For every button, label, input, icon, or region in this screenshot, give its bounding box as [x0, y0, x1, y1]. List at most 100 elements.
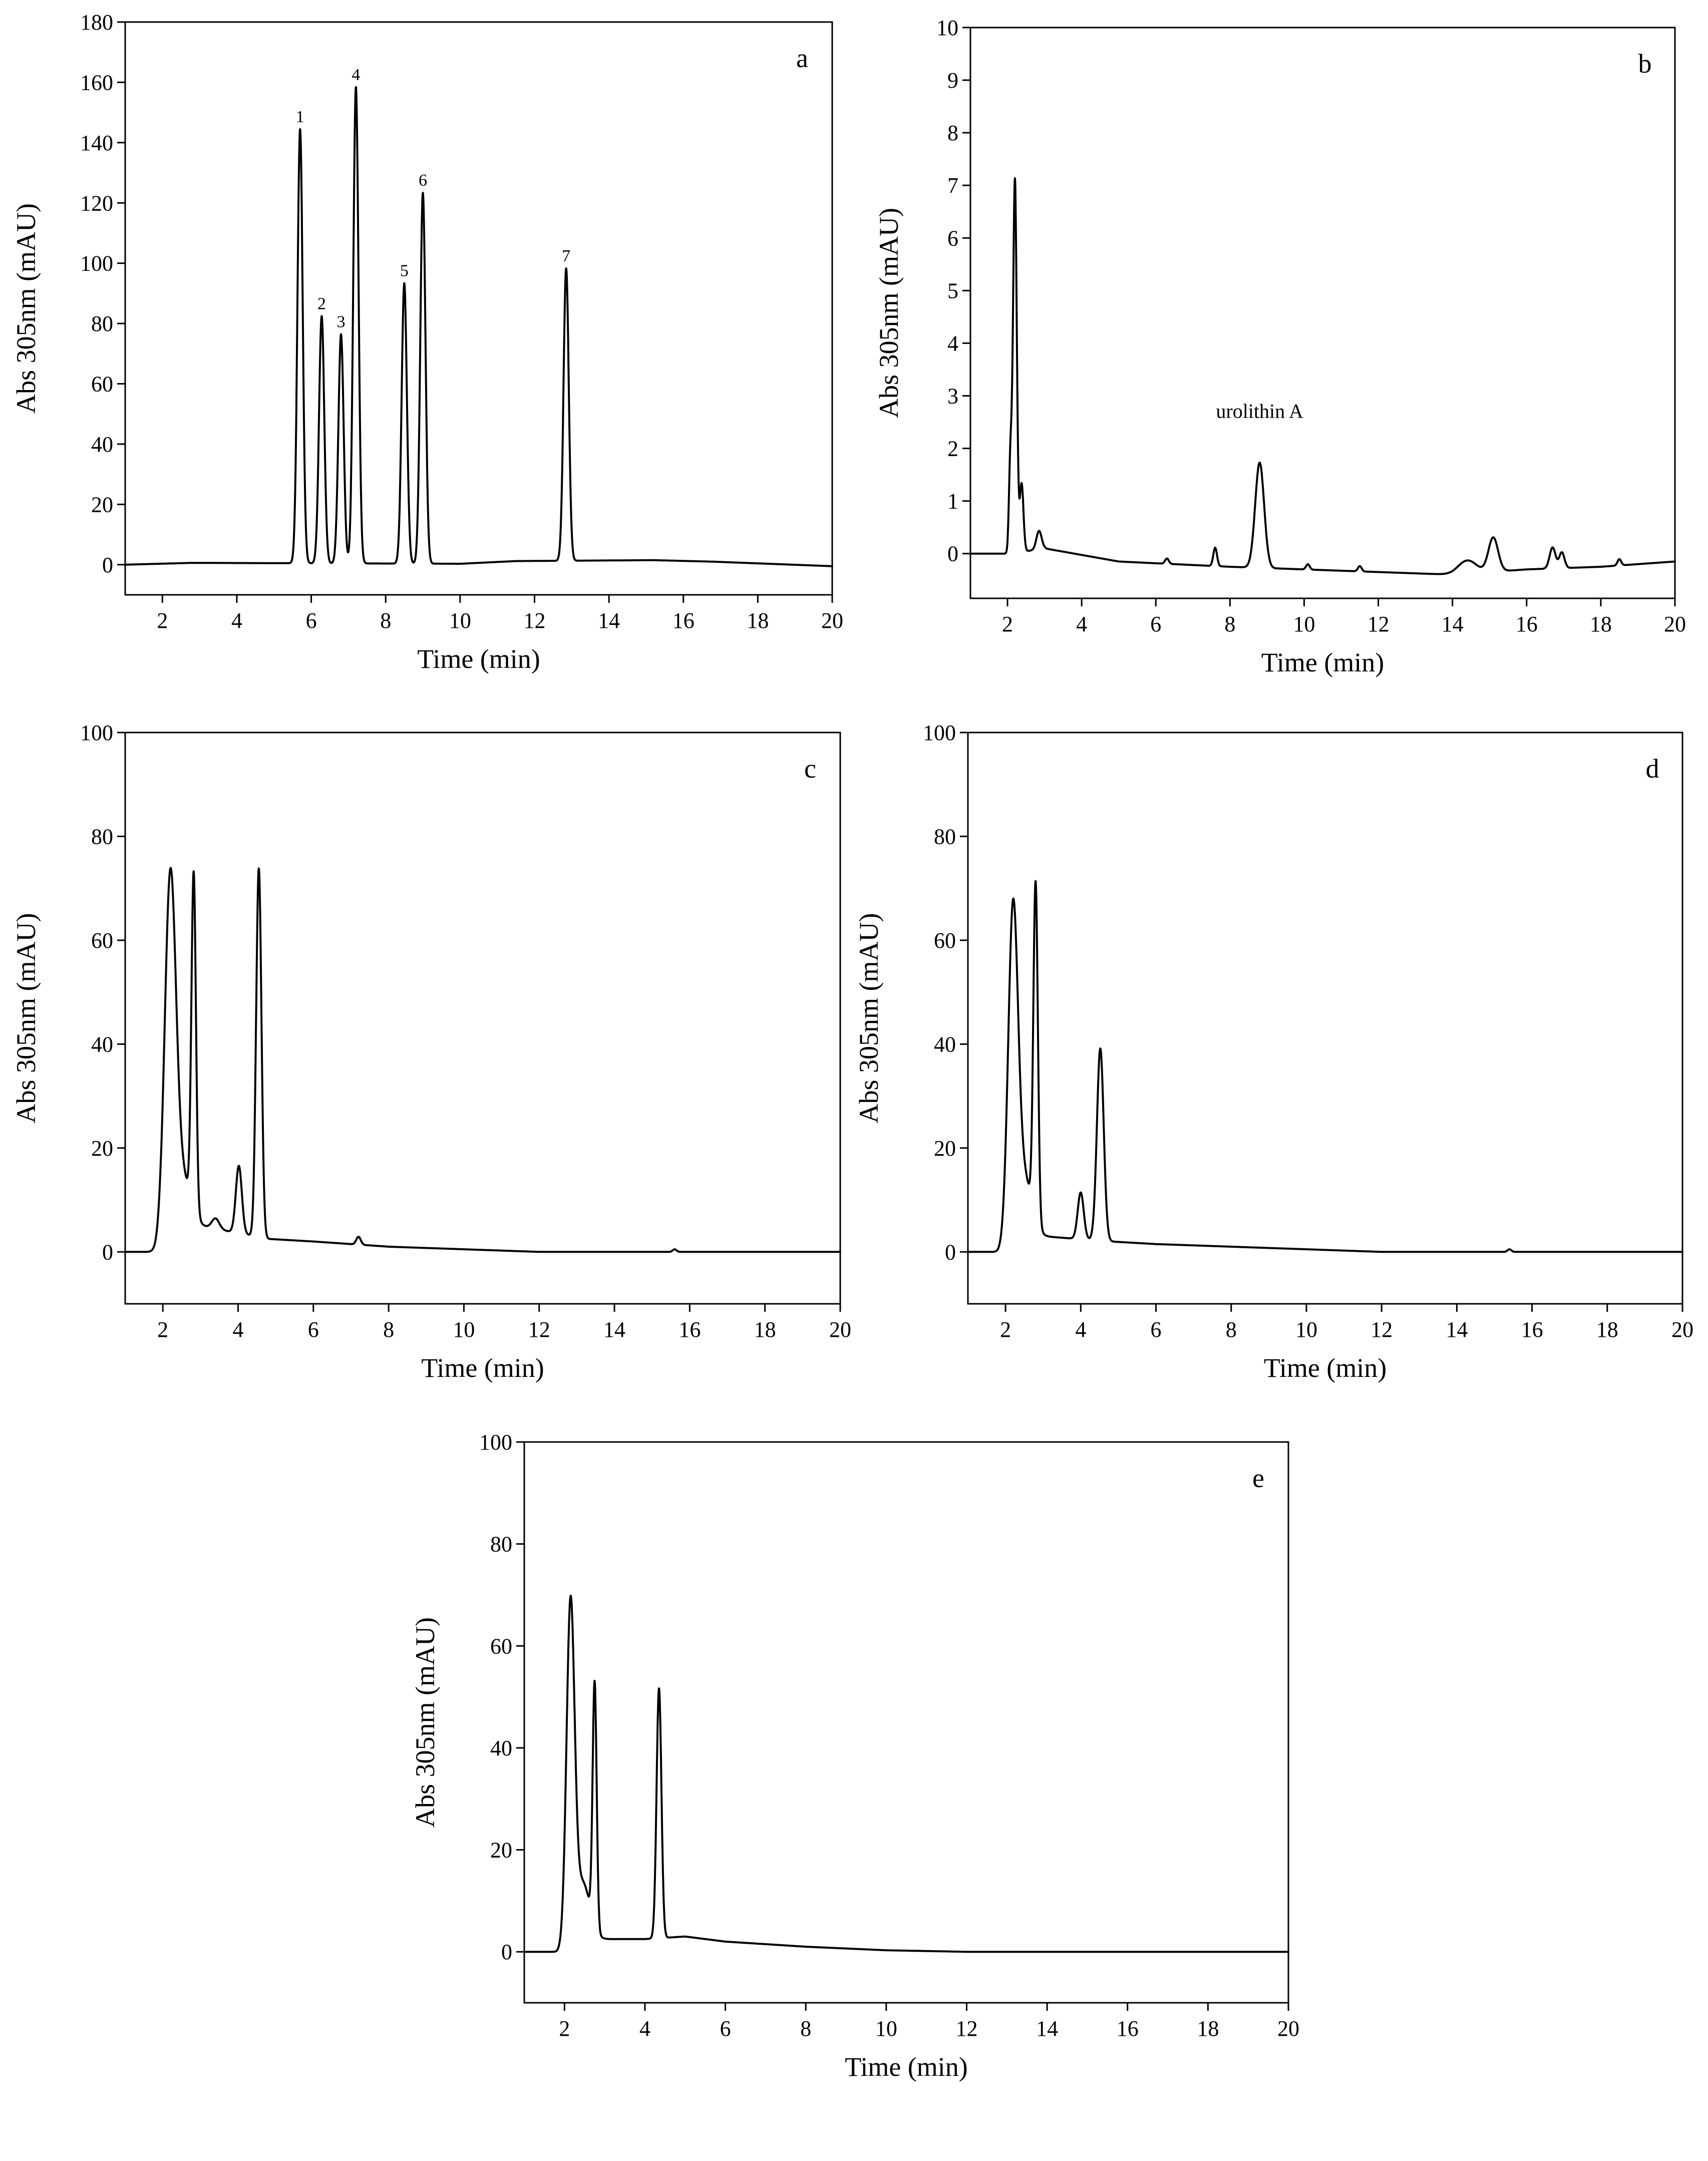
- x-tick-label: 4: [231, 608, 242, 633]
- y-tick-label: 60: [934, 928, 956, 953]
- x-tick-label: 18: [754, 1317, 776, 1342]
- x-tick-label: 18: [1197, 2016, 1219, 2041]
- chart-panel-e: 2 4 6 8 10 12 14 16 18 20 0 20 40 60 80 100 Time (min) Ab…: [410, 1430, 1299, 2082]
- x-tick-label: 16: [672, 608, 695, 633]
- y-tick-label: 20: [934, 1136, 956, 1161]
- x-tick-label: 10: [875, 2016, 897, 2041]
- plot-frame: [967, 732, 1683, 1305]
- y-tick-label: 40: [91, 1032, 113, 1056]
- y-axis-label: Abs 305nm (mAU): [874, 208, 904, 418]
- y-tick-label: 100: [80, 251, 113, 276]
- x-axis-label: Time (min): [1264, 1353, 1387, 1383]
- peak-annotation: urolithin A: [1216, 400, 1303, 423]
- chromatogram-trace: [124, 86, 833, 567]
- x-tick-label: 6: [308, 1317, 319, 1342]
- panel-letter: e: [1252, 1463, 1264, 1493]
- y-tick-label: 20: [490, 1838, 512, 1863]
- y-tick-label: 3: [947, 384, 958, 408]
- y-tick-label: 20: [91, 1136, 113, 1161]
- x-tick-label: 2: [1002, 612, 1013, 636]
- x-tick-label: 12: [1371, 1317, 1393, 1342]
- x-tick-label: 4: [1075, 1317, 1086, 1342]
- panel-letter: b: [1638, 49, 1652, 79]
- x-tick-label: 8: [380, 608, 391, 633]
- x-tick-label: 6: [1150, 612, 1161, 636]
- y-axis-label: Abs 305nm (mAU): [410, 1617, 440, 1828]
- y-tick-label: 180: [80, 10, 113, 35]
- x-tick-label: 20: [1664, 612, 1686, 636]
- x-tick-label: 6: [1151, 1317, 1162, 1342]
- x-tick-label: 16: [1521, 1317, 1543, 1342]
- x-tick-label: 18: [1590, 612, 1612, 636]
- y-axis-label: Abs 305nm (mAU): [854, 913, 884, 1124]
- x-tick-label: 16: [1516, 612, 1538, 636]
- x-tick-label: 14: [1442, 612, 1464, 636]
- x-tick-label: 20: [1671, 1317, 1693, 1342]
- x-tick-label: 6: [720, 2016, 731, 2041]
- x-tick-label: 12: [523, 608, 545, 633]
- x-tick-label: 12: [955, 2016, 977, 2041]
- x-tick-label: 14: [598, 608, 620, 633]
- y-tick-label: 0: [501, 1940, 512, 1964]
- x-tick-label: 4: [1076, 612, 1087, 636]
- x-tick-label: 16: [678, 1317, 701, 1342]
- x-tick-label: 8: [383, 1317, 394, 1342]
- x-axis-label: Time (min): [417, 644, 540, 674]
- y-tick-label: 40: [934, 1032, 956, 1056]
- x-tick-label: 2: [559, 2016, 570, 2041]
- plot-frame: [523, 1441, 1289, 2004]
- x-tick-label: 12: [528, 1317, 550, 1342]
- y-tick-label: 1: [947, 489, 958, 514]
- x-tick-label: 2: [157, 1317, 168, 1342]
- y-tick-label: 40: [490, 1736, 512, 1760]
- x-tick-label: 14: [1036, 2016, 1058, 2041]
- y-tick-label: 5: [947, 278, 958, 303]
- y-tick-label: 7: [947, 173, 958, 198]
- y-tick-label: 8: [947, 121, 958, 145]
- chromatogram-trace: [523, 1595, 1289, 1953]
- plot-frame: [124, 732, 841, 1305]
- x-tick-label: 14: [1446, 1317, 1468, 1342]
- y-tick-label: 140: [80, 131, 113, 155]
- x-tick-label: 8: [1224, 612, 1235, 636]
- y-tick-label: 60: [91, 928, 113, 953]
- chart-panel-a: 2 4 6 8 10 12 14 16 18 20020406080100120140160180…: [11, 10, 843, 674]
- panel-letter: a: [796, 43, 808, 73]
- x-tick-label: 2: [157, 608, 168, 633]
- chart-panel-d: 2 4 6 8 10 12 14 16 18 20 0 20 40 60 80 100 Time (min) Ab…: [854, 721, 1693, 1383]
- x-axis-label: Time (min): [1261, 647, 1385, 677]
- x-tick-label: 6: [306, 608, 317, 633]
- x-tick-label: 2: [1000, 1317, 1011, 1342]
- peak-label: 7: [562, 247, 570, 265]
- x-tick-label: 4: [232, 1317, 243, 1342]
- x-tick-label: 18: [747, 608, 769, 633]
- x-tick-label: 10: [449, 608, 471, 633]
- y-tick-label: 120: [80, 191, 113, 215]
- chromatogram-trace: [967, 880, 1683, 1253]
- y-tick-label: 100: [80, 721, 113, 745]
- y-tick-label: 60: [91, 372, 113, 397]
- peak-label: 3: [337, 313, 346, 331]
- y-tick-label: 0: [102, 553, 113, 577]
- panel-letter: d: [1646, 754, 1659, 784]
- y-tick-label: 80: [91, 311, 113, 336]
- x-tick-label: 8: [800, 2016, 811, 2041]
- x-axis-label: Time (min): [845, 2052, 968, 2082]
- y-tick-label: 9: [947, 68, 958, 93]
- peak-label: 4: [352, 66, 360, 84]
- y-axis-label: Abs 305nm (mAU): [11, 913, 41, 1124]
- y-tick-label: 80: [91, 824, 113, 849]
- y-tick-label: 10: [936, 16, 958, 40]
- y-tick-label: 100: [923, 721, 956, 745]
- x-tick-label: 10: [1293, 612, 1315, 636]
- y-tick-label: 4: [947, 331, 958, 355]
- y-tick-label: 100: [479, 1430, 512, 1455]
- x-tick-label: 20: [821, 608, 843, 633]
- y-tick-label: 0: [947, 542, 958, 566]
- x-tick-label: 20: [829, 1317, 851, 1342]
- y-tick-label: 40: [91, 432, 113, 457]
- y-tick-label: 20: [91, 492, 113, 517]
- y-tick-label: 2: [947, 437, 958, 461]
